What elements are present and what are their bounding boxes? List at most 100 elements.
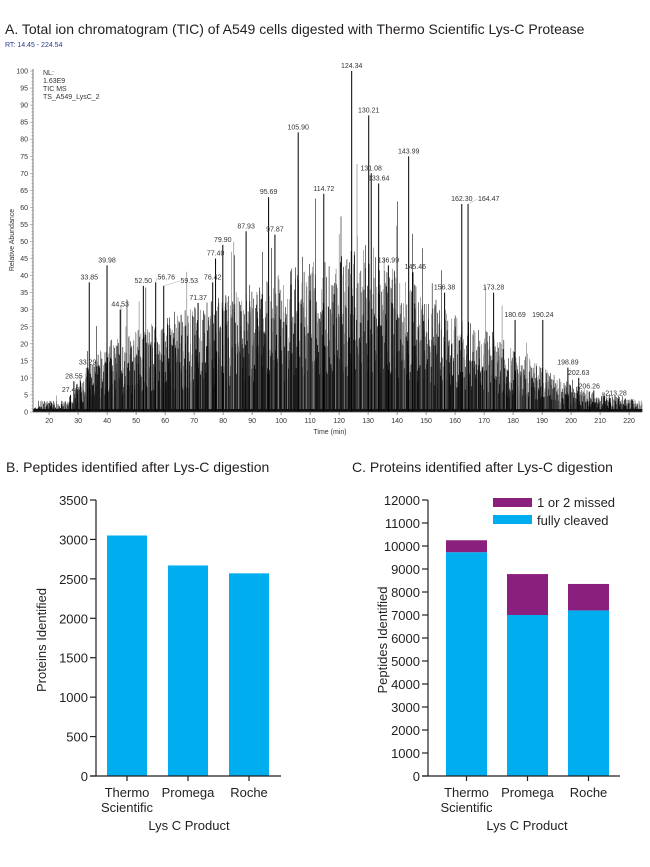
peak-label: 156.38 [434, 285, 456, 292]
peak-label: 130.21 [358, 107, 380, 114]
y-tick-label: 0 [24, 410, 28, 417]
peak-label: 198.89 [557, 360, 579, 367]
peak-label: 97.87 [266, 227, 284, 234]
x-tick-label: 140 [391, 418, 403, 425]
peak-label: 33.29 [79, 360, 97, 367]
bar-segment [507, 615, 548, 776]
peak-labels: 27.40 28.55 33.29 33.85 39.98 44.53 52.50 56.76… [62, 63, 627, 399]
x-tick-label: 50 [132, 418, 140, 425]
peak-label: 133.64 [368, 176, 390, 183]
peak-label: 95.69 [260, 189, 278, 196]
x-tick-label: 30 [74, 418, 82, 425]
y-axis-label: Proteins Identified [34, 588, 49, 692]
peak-label-leader [604, 393, 610, 399]
x-tick-label: Scientific [101, 800, 154, 815]
peak-label: 213.28 [605, 390, 627, 397]
y-tick-label: 1000 [391, 746, 420, 761]
chromatogram-axes: 0 5 10 15 20 25 30 35 40 45 50 55 60 65 70 75 80 85 90 95 10… [16, 69, 643, 425]
peak-label: 79.90 [214, 237, 232, 244]
bar-segment [568, 583, 609, 611]
y-tick-label: 15 [20, 358, 28, 365]
peak-label: 105.90 [287, 124, 309, 131]
y-tick-label: 3500 [59, 493, 88, 508]
peak-label: 190.24 [532, 312, 554, 319]
x-tick-label: 100 [275, 418, 287, 425]
x-axis-label: Time (min) [313, 429, 346, 436]
y-tick-label: 35 [20, 290, 28, 297]
peak-label: 202.63 [568, 370, 590, 377]
y-tick-label: 65 [20, 188, 28, 195]
legend-label-missed: 1 or 2 missed [537, 495, 615, 510]
peak-label: 136.99 [378, 257, 400, 264]
y-tick-label: 95 [20, 86, 28, 93]
x-tick-label: 220 [623, 418, 635, 425]
y-tick-label: 11000 [385, 516, 420, 531]
y-tick-label: 8000 [391, 585, 420, 600]
peak-label: 124.34 [341, 63, 363, 70]
x-tick-label: 80 [219, 418, 227, 425]
bar [229, 573, 269, 776]
x-tick-label: 120 [333, 418, 345, 425]
y-tick-label: 4000 [391, 677, 420, 692]
y-tick-label: 80 [20, 137, 28, 144]
x-tick-label: Thermo [444, 785, 489, 800]
y-tick-label: 1000 [59, 690, 88, 705]
x-axis-label: Lys C Product [148, 818, 230, 833]
panel-a-title: A. Total ion chromatogram (TIC) of A549 … [5, 21, 585, 37]
panel-c-stacked-bar-chart: C. Proteins identified after Lys-C diges… [352, 459, 620, 833]
legend-swatch-fully-cleaved [493, 515, 532, 524]
x-tick-label: 110 [305, 418, 316, 425]
y-tick-label: 55 [20, 222, 28, 229]
peak-label: 39.98 [98, 257, 116, 264]
bar-segment [507, 574, 548, 615]
peak-label: 162.30 [451, 196, 473, 203]
x-tick-label: 180 [507, 418, 519, 425]
peak-label: 76.42 [204, 274, 222, 281]
peak-label: 164.47 [478, 196, 500, 203]
y-tick-label: 25 [20, 324, 28, 331]
y-tick-label: 9000 [391, 562, 420, 577]
y-tick-label: 7000 [391, 608, 420, 623]
x-tick-label: 60 [161, 418, 169, 425]
y-tick-label: 100 [16, 69, 28, 76]
y-tick-label: 5 [24, 392, 28, 399]
x-tick-label: 190 [536, 418, 548, 425]
y-axis-label: Relative Abundance [9, 209, 16, 271]
peak-label: 33.85 [81, 274, 99, 281]
y-tick-label: 50 [20, 239, 28, 246]
x-tick-label: 40 [103, 418, 111, 425]
y-tick-label: 85 [20, 120, 28, 127]
y-tick-label: 0 [81, 769, 88, 784]
bar [107, 535, 147, 776]
y-tick-label: 45 [20, 256, 28, 263]
x-tick-label: 20 [45, 418, 53, 425]
bar-segment [446, 552, 487, 776]
x-tick-label: 150 [420, 418, 432, 425]
y-tick-label: 0 [413, 769, 420, 784]
y-tick-label: 90 [20, 103, 28, 110]
y-tick-label: 3000 [59, 532, 88, 547]
panel-a-chromatogram: A. Total ion chromatogram (TIC) of A549 … [5, 21, 643, 436]
legend-label-fully-cleaved: fully cleaved [537, 513, 609, 528]
peak-label-leader [467, 198, 478, 205]
peak-label: 173.28 [483, 285, 505, 292]
peak-label: 114.72 [313, 186, 334, 193]
y-tick-label: 2000 [59, 611, 88, 626]
y-tick-label: 12000 [384, 493, 420, 508]
rt-range: RT: 14.45 - 224.54 [5, 42, 63, 49]
info-line: 1.63E9 [43, 78, 65, 85]
panel-c-title: C. Proteins identified after Lys-C diges… [352, 459, 613, 475]
peak-label: 143.99 [398, 148, 420, 155]
x-tick-label: Thermo [105, 785, 150, 800]
y-tick-label: 3000 [391, 700, 420, 715]
peak-label: 71.37 [189, 295, 207, 302]
legend-swatch-missed [493, 498, 532, 507]
peak-label: 44.53 [111, 302, 129, 309]
y-tick-label: 70 [20, 171, 28, 178]
bar-segment [446, 540, 487, 553]
chromatogram-trace [32, 71, 643, 412]
panel-b-title: B. Peptides identified after Lys-C diges… [6, 459, 269, 475]
legend: 1 or 2 missed fully cleaved [493, 495, 615, 528]
